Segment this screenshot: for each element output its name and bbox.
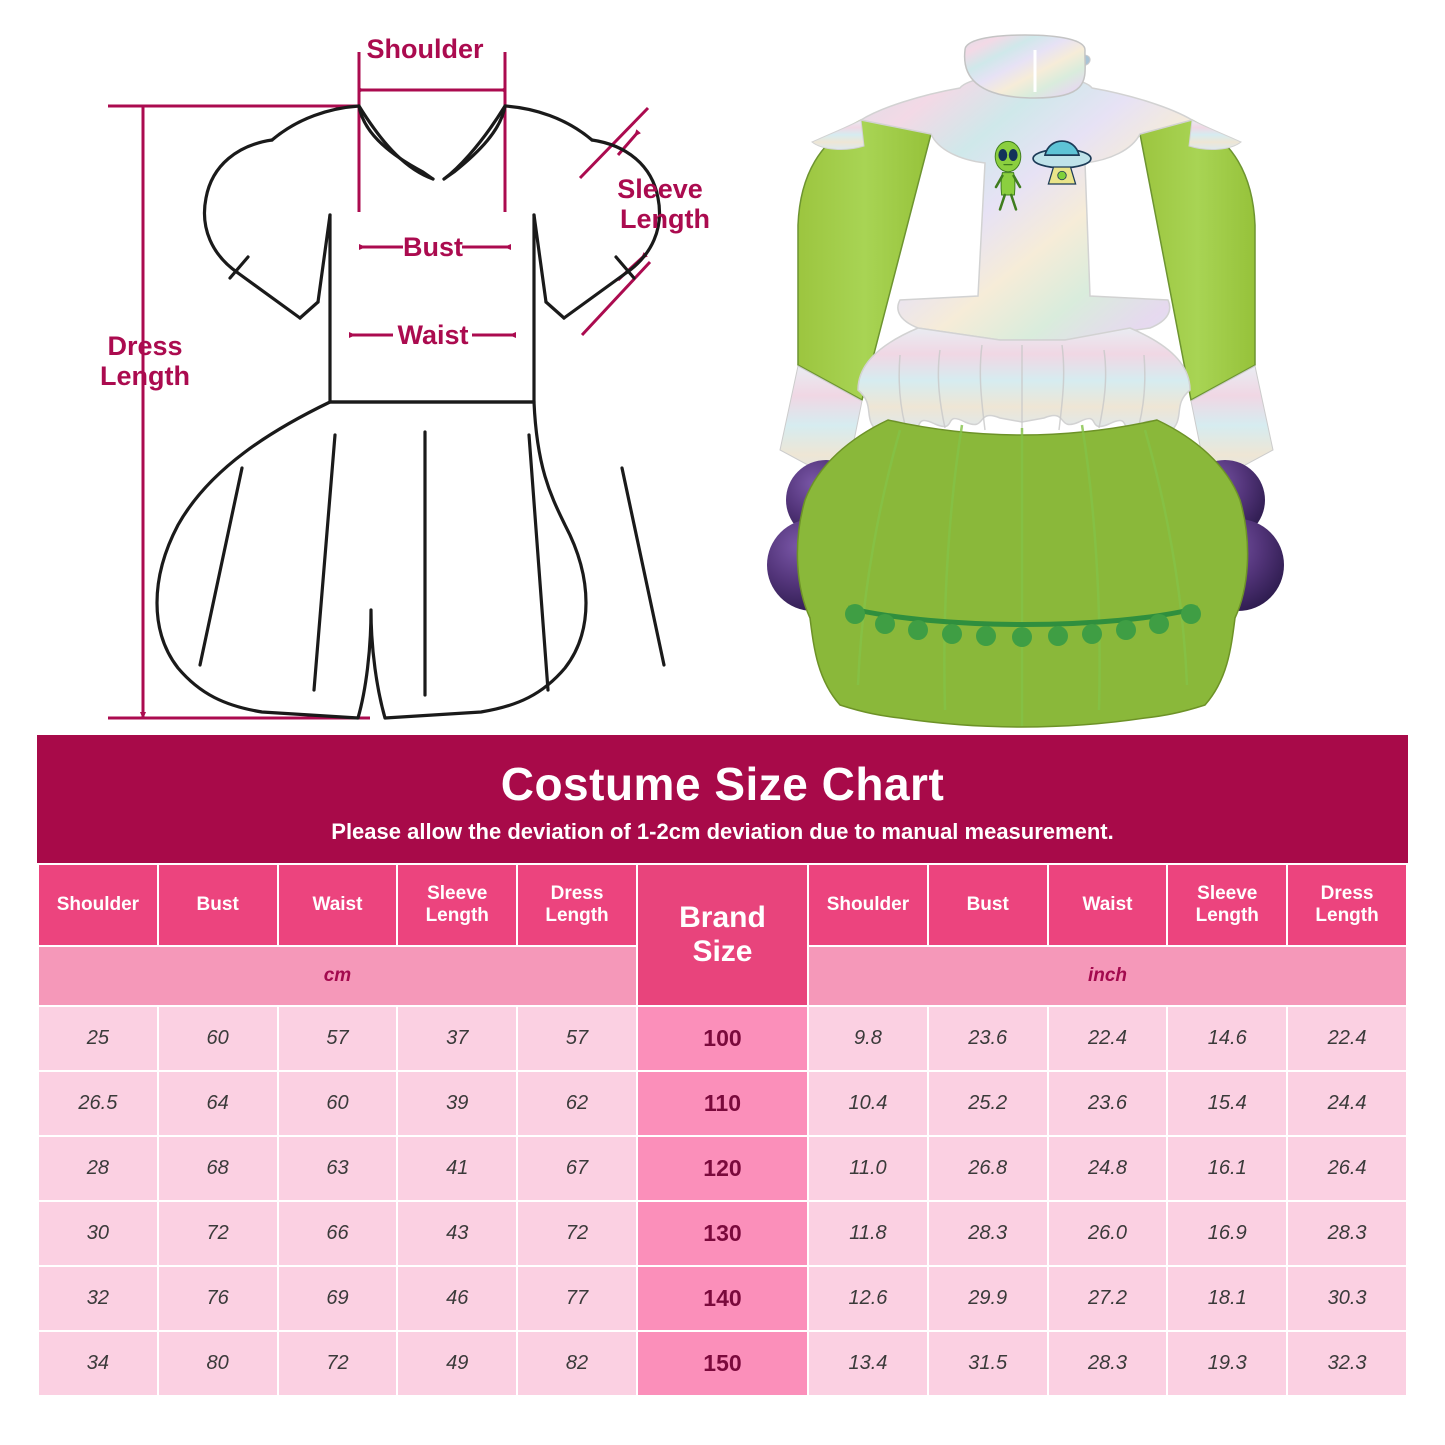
svg-text:Length: Length <box>100 361 190 391</box>
svg-text:Sleeve: Sleeve <box>617 174 703 204</box>
svg-text:Waist: Waist <box>397 320 468 350</box>
svg-text:Dress: Dress <box>107 331 182 361</box>
svg-text:Shoulder: Shoulder <box>366 34 483 64</box>
svg-text:Bust: Bust <box>403 232 463 262</box>
svg-text:Length: Length <box>620 204 710 234</box>
